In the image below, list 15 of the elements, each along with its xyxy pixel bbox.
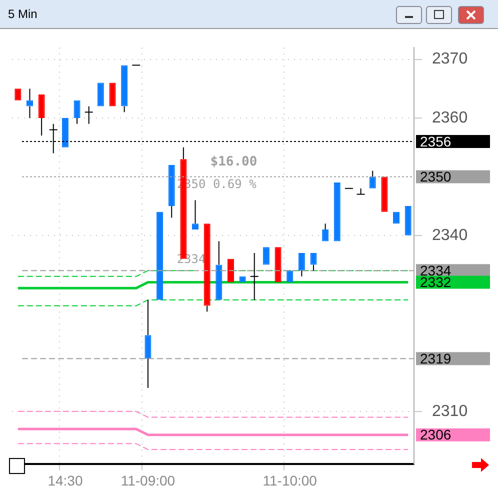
y-tick-label: 2360: [432, 109, 468, 126]
data-label: 2306: [420, 426, 452, 443]
y-tick-label: 2310: [432, 402, 468, 420]
ref-line-label: 2319: [420, 350, 452, 366]
ref-line-label: 2350: [420, 168, 452, 185]
y-tick-label: 2340: [432, 226, 468, 244]
y-tick-label: 2370: [432, 50, 468, 68]
x-tick-label: 11-09:00: [120, 472, 176, 488]
candlestick: [26, 88, 33, 119]
x-tick-label: 11-10:00: [262, 472, 318, 488]
annotation: $16.00: [210, 154, 258, 170]
candlestick: [144, 299, 152, 388]
chart-title: 5 Min: [8, 7, 38, 21]
ref-line-label: 2356: [420, 133, 452, 150]
x-tick-label: 14:30: [48, 472, 83, 488]
